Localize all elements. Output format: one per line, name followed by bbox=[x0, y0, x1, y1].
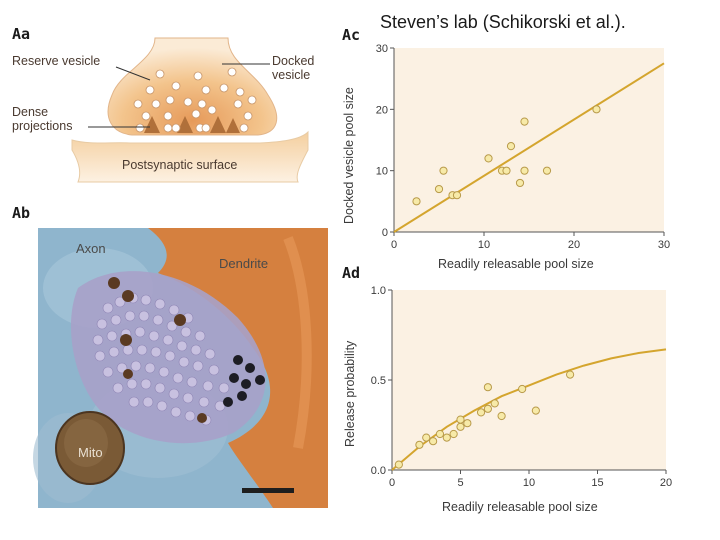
slide-title: Steven’s lab (Schikorski et al.). bbox=[380, 12, 626, 32]
data-point bbox=[434, 184, 444, 194]
data-point bbox=[449, 429, 458, 439]
data-point bbox=[483, 383, 492, 392]
dense-projections-label-1: Dense bbox=[12, 105, 49, 119]
data-point bbox=[452, 191, 462, 200]
docked-vesicle-label-1: Docked bbox=[272, 54, 315, 68]
data-point bbox=[439, 166, 448, 175]
fit-line bbox=[393, 62, 665, 233]
x-tick-label: 10 bbox=[523, 477, 535, 489]
data-point bbox=[518, 384, 527, 394]
mito-label: Mito bbox=[78, 445, 103, 460]
data-point bbox=[515, 178, 525, 188]
data-point bbox=[483, 404, 492, 413]
data-point bbox=[394, 460, 403, 469]
chart-ad-ylabel: Release probability bbox=[343, 340, 357, 447]
y-tick-label: 0 bbox=[382, 227, 388, 239]
dark-vesicles bbox=[108, 277, 207, 423]
chart-ad-xlabel: Readily releasable pool size bbox=[442, 500, 598, 514]
dense-projection bbox=[177, 116, 193, 133]
postsynaptic-membrane bbox=[71, 130, 309, 183]
data-point bbox=[592, 105, 601, 114]
data-point bbox=[506, 142, 516, 151]
data-point bbox=[422, 433, 431, 442]
presynaptic-terminal bbox=[107, 37, 278, 136]
panel-label-ac: Ac bbox=[342, 26, 361, 44]
postsynaptic-surface-label: Postsynaptic surface bbox=[122, 158, 238, 172]
reserve-vesicle-label: Reserve vesicle bbox=[12, 54, 101, 68]
panel-label-aa: Aa bbox=[12, 25, 31, 43]
data-point bbox=[415, 440, 424, 449]
y-tick-label: 0.5 bbox=[371, 375, 386, 387]
em-micrograph bbox=[33, 228, 328, 508]
x-tick-label: 30 bbox=[658, 239, 670, 251]
data-point bbox=[476, 408, 486, 417]
data-point bbox=[542, 166, 552, 175]
reserve-vesicle-leader bbox=[115, 66, 151, 81]
dense-projection bbox=[144, 116, 160, 133]
data-point bbox=[502, 166, 511, 175]
y-tick-label: 1.0 bbox=[371, 285, 386, 297]
x-tick-label: 20 bbox=[568, 239, 580, 251]
x-tick-label: 5 bbox=[457, 477, 463, 489]
dendrite bbox=[148, 228, 328, 508]
y-tick-label: 30 bbox=[376, 43, 388, 55]
plot-area bbox=[394, 48, 664, 232]
data-point bbox=[531, 406, 540, 415]
x-tick-label: 15 bbox=[591, 477, 603, 489]
dense-projection bbox=[210, 116, 226, 133]
x-tick-label: 0 bbox=[391, 239, 397, 251]
data-point bbox=[520, 166, 529, 175]
panel-label-ad: Ad bbox=[342, 264, 361, 282]
plot-area bbox=[392, 290, 666, 470]
data-point bbox=[442, 433, 451, 442]
data-point bbox=[490, 399, 499, 408]
data-point bbox=[429, 437, 438, 446]
data-point bbox=[497, 411, 506, 421]
y-tick-label: 20 bbox=[376, 104, 388, 116]
dense-projections-label-2: projections bbox=[12, 119, 73, 133]
data-point bbox=[520, 117, 529, 126]
data-point bbox=[412, 197, 421, 206]
synaptic-vesicles bbox=[133, 67, 257, 133]
x-tick-label: 0 bbox=[389, 477, 395, 489]
docked-vesicle-label-2: vesicle bbox=[272, 68, 311, 82]
y-tick-label: 0.0 bbox=[371, 465, 386, 477]
axon-label: Axon bbox=[76, 241, 106, 256]
data-point bbox=[456, 415, 465, 424]
y-tick-label: 10 bbox=[376, 166, 388, 178]
docked-vesicles bbox=[223, 355, 265, 407]
scale-bar bbox=[242, 488, 294, 493]
data-point bbox=[456, 422, 465, 431]
synapse-diagram bbox=[71, 37, 309, 183]
vesicle-cluster bbox=[92, 292, 230, 426]
dense-projection bbox=[226, 118, 240, 133]
x-tick-label: 10 bbox=[478, 239, 490, 251]
data-point bbox=[484, 154, 493, 163]
chart-ac-xlabel: Readily releasable pool size bbox=[438, 257, 594, 271]
data-point bbox=[435, 429, 445, 439]
x-tick-label: 20 bbox=[660, 477, 672, 489]
dendrite-label: Dendrite bbox=[219, 256, 269, 271]
data-point bbox=[463, 419, 472, 428]
panel-label-ab: Ab bbox=[12, 204, 31, 222]
data-point bbox=[566, 370, 575, 379]
